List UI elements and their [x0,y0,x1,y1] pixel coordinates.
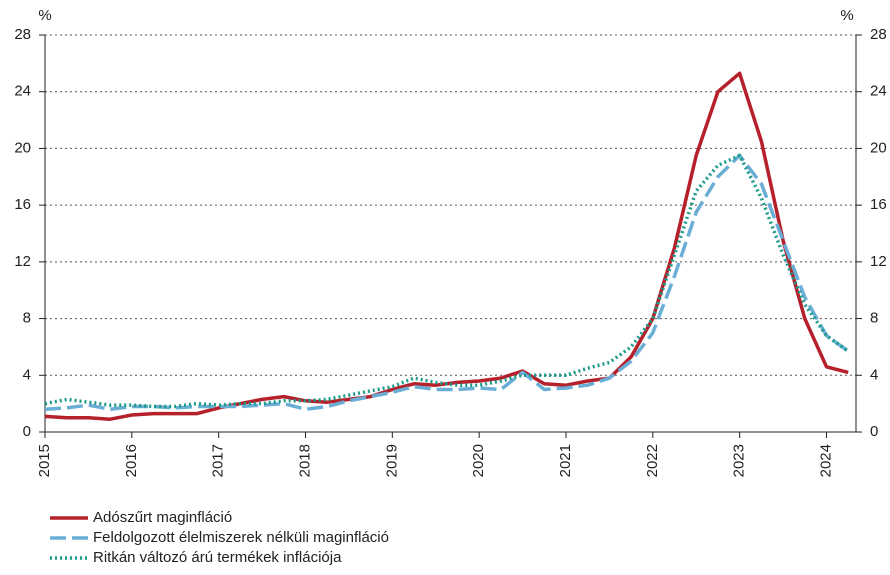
series-line [44,153,850,412]
y2-tick-label: 28 [870,26,887,43]
legend-label: Feldolgozott élelmiszerek nélküli maginf… [93,529,389,546]
y2-tick-label: 4 [870,366,878,383]
y2-tick-label: 0 [870,423,878,440]
y2-tick-label: 24 [870,83,887,100]
y-axis-unit: % [38,7,51,24]
y2-tick-label: 8 [870,310,878,327]
x-tick-label: 2023 [731,444,748,477]
y2-tick-label: 16 [870,196,887,213]
x-tick-label: 2021 [557,444,574,477]
series-line [44,153,850,409]
y-tick-label: 24 [14,83,31,100]
y-tick-label: 28 [14,26,31,43]
y2-axis-unit: % [840,7,853,24]
y-tick-label: 0 [23,423,31,440]
x-tick-label: 2016 [123,444,140,477]
y-tick-label: 12 [14,253,31,270]
y2-tick-label: 20 [870,139,887,156]
y-tick-label: 8 [23,310,31,327]
x-tick-label: 2020 [470,444,487,477]
y-tick-label: 4 [23,366,31,383]
x-tick-label: 2024 [817,444,834,477]
legend-label: Adószűrt maginfláció [93,509,232,526]
x-tick-label: 2015 [36,444,53,477]
y2-tick-label: 12 [870,253,887,270]
x-tick-label: 2022 [644,444,661,477]
y-tick-label: 16 [14,196,31,213]
legend-label: Ritkán változó árú termékek inflációja [93,549,342,566]
x-tick-label: 2017 [210,444,227,477]
series-line [44,71,849,421]
y-tick-label: 20 [14,139,31,156]
x-tick-label: 2018 [296,444,313,477]
x-tick-label: 2019 [383,444,400,477]
